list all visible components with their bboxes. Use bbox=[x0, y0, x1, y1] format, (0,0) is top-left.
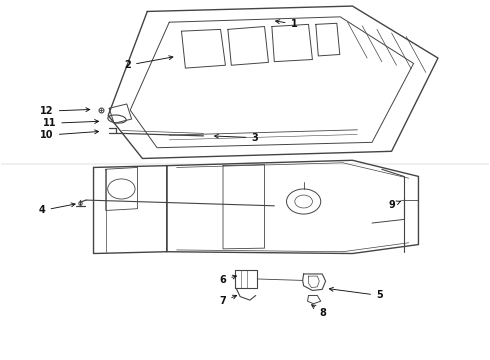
Text: 7: 7 bbox=[220, 295, 237, 306]
Text: 5: 5 bbox=[329, 287, 383, 301]
Text: 8: 8 bbox=[312, 305, 327, 318]
Text: 3: 3 bbox=[215, 133, 258, 143]
Text: 4: 4 bbox=[39, 203, 75, 216]
Text: 11: 11 bbox=[43, 118, 98, 128]
Text: 1: 1 bbox=[275, 19, 297, 29]
Text: 10: 10 bbox=[40, 130, 98, 140]
Text: 2: 2 bbox=[124, 56, 173, 70]
Text: 6: 6 bbox=[220, 275, 237, 285]
Text: 9: 9 bbox=[388, 200, 400, 210]
Text: 12: 12 bbox=[40, 106, 90, 116]
